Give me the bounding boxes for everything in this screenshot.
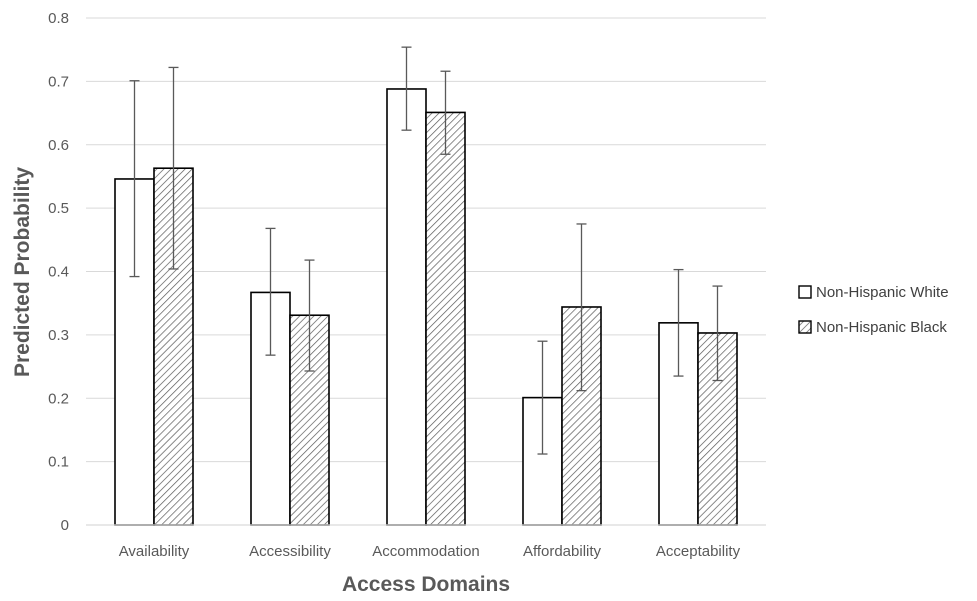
error-bar xyxy=(576,223,587,392)
error-bar xyxy=(304,259,315,372)
x-tick-label: Accessibility xyxy=(249,543,331,560)
y-axis-title: Predicted Probability xyxy=(11,167,34,377)
error-bar xyxy=(537,340,548,455)
y-tick-label: 0.1 xyxy=(48,454,69,471)
y-tick-label: 0.3 xyxy=(48,327,69,344)
error-bar xyxy=(673,268,684,377)
error-bar xyxy=(168,66,179,270)
error-bar xyxy=(265,227,276,356)
y-tick-label: 0.8 xyxy=(48,10,69,27)
y-tick-label: 0 xyxy=(61,517,69,534)
x-tick-labels: Availability Accessibility Accommodation Af… xyxy=(119,543,741,560)
legend-item-black: Non-Hispanic Black xyxy=(798,319,947,336)
x-tick-label: Affordability xyxy=(523,543,602,560)
error-bars xyxy=(129,46,723,455)
error-bar xyxy=(129,80,140,278)
x-tick-label: Acceptability xyxy=(656,543,741,560)
y-tick-label: 0.4 xyxy=(48,264,69,281)
error-bar xyxy=(440,70,451,155)
y-tick-label: 0.6 xyxy=(48,137,69,154)
bar-non-hispanic-white xyxy=(386,88,427,526)
legend-item-white: Non-Hispanic White xyxy=(798,284,949,301)
legend: Non-Hispanic White Non-Hispanic Black xyxy=(798,284,949,336)
legend-swatch-white xyxy=(798,285,812,299)
bars xyxy=(114,88,738,526)
x-tick-label: Accommodation xyxy=(372,543,480,560)
y-tick-label: 0.7 xyxy=(48,73,69,90)
y-tick-labels: 0 0.1 0.2 0.3 0.4 0.5 0.6 0.7 0.8 xyxy=(48,10,69,534)
x-axis-title: Access Domains xyxy=(342,573,510,596)
legend-label-white: Non-Hispanic White xyxy=(816,284,949,301)
x-tick-label: Availability xyxy=(119,543,190,560)
error-bar xyxy=(712,285,723,382)
error-bar xyxy=(401,46,412,131)
legend-label-black: Non-Hispanic Black xyxy=(816,319,947,336)
legend-swatch-black xyxy=(798,320,812,334)
y-tick-label: 0.2 xyxy=(48,390,69,407)
y-tick-label: 0.5 xyxy=(48,200,69,217)
bar-non-hispanic-black xyxy=(425,111,466,526)
